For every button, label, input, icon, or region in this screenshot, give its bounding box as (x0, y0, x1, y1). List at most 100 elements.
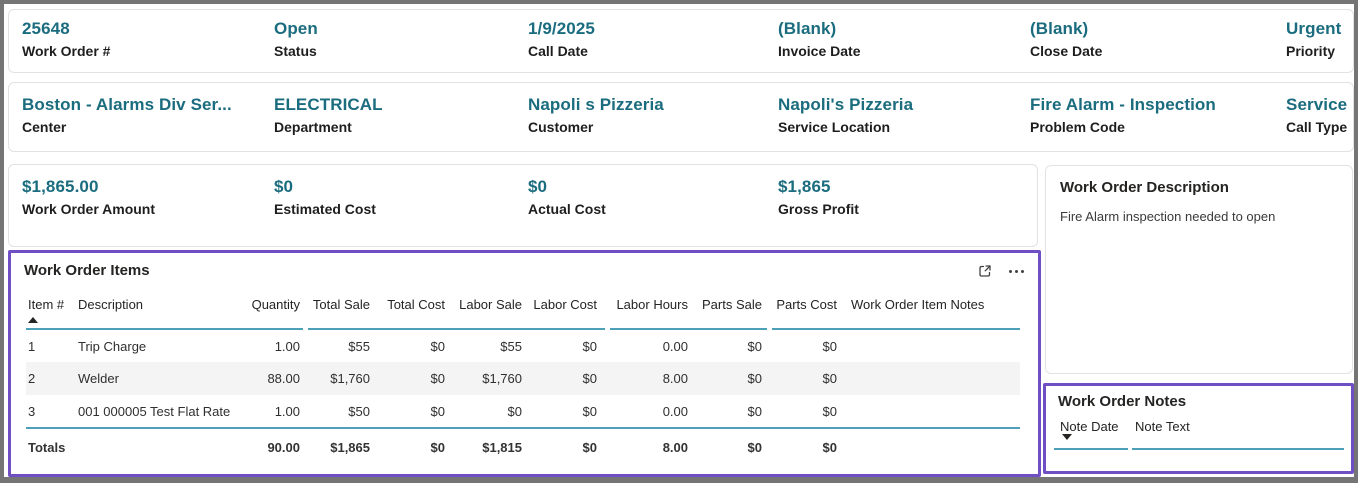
cell-total-cost: $0 (430, 338, 445, 354)
kpi-center: Boston - Alarms Div Ser... Center (22, 95, 232, 135)
cell-labor-cost: $0 (582, 403, 597, 419)
kpi-value: $0 (274, 177, 294, 196)
work-order-items-table: Item # Description Quantity Total Sale T… (26, 293, 1020, 466)
cell-item: 1 (28, 338, 36, 354)
table-row[interactable]: 1 Trip Charge 1.00 $55 $0 $55 $0 0.00 $0… (26, 329, 1020, 362)
work-order-description-title: Work Order Description (1060, 179, 1229, 196)
more-options-icon[interactable] (1009, 269, 1024, 273)
cell-labor-cost: $0 (582, 338, 597, 354)
visual-header-icons (977, 263, 1024, 279)
header-rule-gap (605, 327, 610, 330)
work-order-items-card: Work Order Items Item # (8, 250, 1041, 477)
column-header-labor-sale[interactable]: Labor Sale (445, 293, 522, 330)
totals-labor-cost: $0 (522, 427, 597, 466)
cell-total-sale: $50 (348, 403, 370, 419)
totals-labor-hours: 8.00 (597, 427, 688, 466)
column-header-parts-sale[interactable]: Parts Sale (688, 293, 762, 330)
kpi-customer: Napoli s Pizzeria Customer (528, 95, 664, 135)
popout-icon[interactable] (977, 263, 993, 279)
kpi-gross-profit: $1,865 Gross Profit (778, 177, 859, 217)
kpi-department: ELECTRICAL Department (274, 95, 383, 135)
kpi-label: Actual Cost (528, 201, 606, 217)
kpi-value: Service (1286, 95, 1348, 114)
kpi-service-location: Napoli's Pizzeria Service Location (778, 95, 913, 135)
cell-parts-cost: $0 (822, 371, 837, 386)
kpi-value: $1,865.00 (22, 177, 99, 196)
kpi-label: Center (22, 119, 67, 135)
kpi-status: Open Status (274, 19, 318, 59)
kpi-label: Customer (528, 119, 594, 135)
kpi-value: (Blank) (778, 19, 837, 38)
cell-description: Welder (78, 371, 119, 386)
column-header-parts-cost[interactable]: Parts Cost (762, 293, 837, 330)
work-order-description-text: Fire Alarm inspection needed to open (1060, 209, 1276, 224)
kpi-value: 25648 (22, 19, 70, 38)
cell-item-notes (837, 329, 1020, 362)
work-order-notes-title: Work Order Notes (1058, 393, 1187, 410)
cell-quantity: 1.00 (274, 403, 300, 419)
work-order-notes-card: Work Order Notes Note Date Note Text (1043, 383, 1354, 474)
column-header-quantity[interactable]: Quantity (246, 293, 300, 330)
cell-parts-sale: $0 (747, 338, 762, 354)
kpi-label: Work Order Amount (22, 201, 156, 217)
totals-item-notes (837, 427, 1020, 466)
kpi-value: (Blank) (1030, 19, 1089, 38)
column-header-labor-cost[interactable]: Labor Cost (522, 293, 597, 330)
cell-parts-sale: $0 (747, 403, 762, 419)
notes-header-rule (1132, 448, 1344, 450)
kpi-call-date: 1/9/2025 Call Date (528, 19, 595, 59)
kpi-label: Status (274, 43, 317, 59)
column-header-total-sale[interactable]: Total Sale (300, 293, 370, 330)
sort-descending-icon (1062, 434, 1072, 440)
sort-ascending-icon (28, 317, 38, 323)
kpi-label: Close Date (1030, 43, 1103, 59)
column-header-note-text[interactable]: Note Text (1135, 419, 1190, 434)
column-header-note-date[interactable]: Note Date (1060, 419, 1119, 440)
kpi-value: Open (274, 19, 318, 38)
kpi-actual-cost: $0 Actual Cost (528, 177, 606, 217)
kpi-card-financials: $1,865.00 Work Order Amount $0 Estimated… (8, 164, 1038, 247)
column-header-total-cost[interactable]: Total Cost (370, 293, 445, 330)
kpi-value: $1,865 (778, 177, 831, 196)
cell-parts-sale: $0 (747, 371, 762, 386)
kpi-label: Work Order # (22, 43, 111, 59)
cell-item: 2 (28, 371, 36, 386)
cell-description: Trip Charge (78, 338, 147, 354)
kpi-label: Invoice Date (778, 43, 861, 59)
cell-item-notes (837, 395, 1020, 428)
kpi-value: Boston - Alarms Div Ser... (22, 95, 232, 114)
cell-parts-cost: $0 (822, 338, 837, 354)
table-row[interactable]: 2 Welder 88.00 $1,760 $0 $1,760 $0 8.00 … (26, 362, 1020, 395)
totals-parts-sale: $0 (688, 427, 762, 466)
kpi-value: 1/9/2025 (528, 19, 595, 38)
cell-item: 3 (28, 403, 36, 419)
kpi-estimated-cost: $0 Estimated Cost (274, 177, 376, 217)
cell-quantity: 88.00 (267, 371, 300, 386)
kpi-value: Napoli s Pizzeria (528, 95, 664, 114)
cell-labor-sale: $0 (507, 403, 522, 419)
kpi-work-order-number: 25648 Work Order # (22, 19, 110, 59)
kpi-call-type: Service Call Type (1286, 95, 1347, 135)
totals-total-sale: $1,865 (300, 427, 370, 466)
kpi-value: Urgent (1286, 19, 1342, 38)
kpi-priority: Urgent Priority (1286, 19, 1341, 59)
column-header-labor-hours[interactable]: Labor Hours (597, 293, 688, 330)
kpi-work-order-amount: $1,865.00 Work Order Amount (22, 177, 155, 217)
kpi-problem-code: Fire Alarm - Inspection Problem Code (1030, 95, 1216, 135)
items-header-row: Item # Description Quantity Total Sale T… (26, 293, 1020, 330)
header-rule-gap (767, 327, 772, 330)
column-header-description[interactable]: Description (78, 293, 246, 330)
cell-labor-hours: 8.00 (662, 371, 688, 386)
header-rule-gap (303, 327, 308, 330)
kpi-card-row-2: Boston - Alarms Div Ser... Center ELECTR… (8, 82, 1354, 152)
cell-quantity: 1.00 (274, 338, 300, 354)
cell-total-sale: $55 (348, 338, 370, 354)
column-header-item-notes[interactable]: Work Order Item Notes (837, 293, 1020, 330)
kpi-value: ELECTRICAL (274, 95, 383, 114)
column-header-item[interactable]: Item # (26, 293, 78, 330)
table-row[interactable]: 3 001 000005 Test Flat Rate 1.00 $50 $0 … (26, 395, 1020, 428)
cell-description: 001 000005 Test Flat Rate (78, 403, 231, 419)
totals-total-cost: $0 (370, 427, 445, 466)
work-order-items-title: Work Order Items (24, 262, 150, 279)
cell-total-cost: $0 (430, 403, 445, 419)
